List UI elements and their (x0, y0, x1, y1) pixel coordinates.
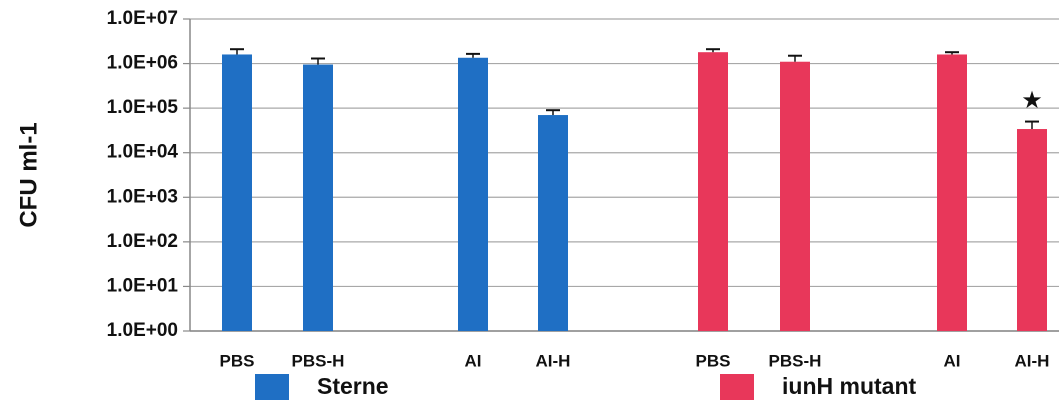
bar (780, 61, 810, 331)
y-tick-label: 1.0E+05 (107, 97, 179, 118)
x-tick-label: AI (944, 351, 961, 370)
bar (222, 54, 252, 331)
annotation: ★ (1021, 87, 1043, 114)
x-tick-label: PBS (696, 351, 731, 370)
bar (303, 64, 333, 331)
y-tick-label: 1.0E+07 (107, 8, 178, 29)
bar (698, 52, 728, 331)
x-tick-label: AI-H (1015, 351, 1050, 370)
bar (458, 57, 488, 331)
bar (1017, 129, 1047, 331)
x-tick-label: AI (465, 351, 482, 370)
legend-swatch (255, 374, 289, 400)
legend-label: iunH mutant (782, 373, 916, 399)
x-tick-label: PBS-H (292, 351, 345, 370)
y-tick-label: 1.0E+06 (107, 53, 178, 74)
x-tick-label: PBS-H (769, 351, 822, 370)
x-tick-label: PBS (220, 351, 255, 370)
legend-swatch (720, 374, 754, 400)
y-tick-label: 1.0E+02 (107, 231, 178, 252)
y-tick-label: 1.0E+00 (107, 320, 178, 341)
y-tick-label: 1.0E+04 (107, 142, 179, 163)
y-tick-label: 1.0E+01 (107, 275, 179, 296)
legend-label: Sterne (317, 373, 389, 399)
bar (937, 54, 967, 331)
y-tick-label: 1.0E+03 (107, 186, 178, 207)
x-tick-label: AI-H (536, 351, 571, 370)
y-axis-label: CFU ml-1 (15, 122, 42, 227)
bar (538, 115, 568, 331)
